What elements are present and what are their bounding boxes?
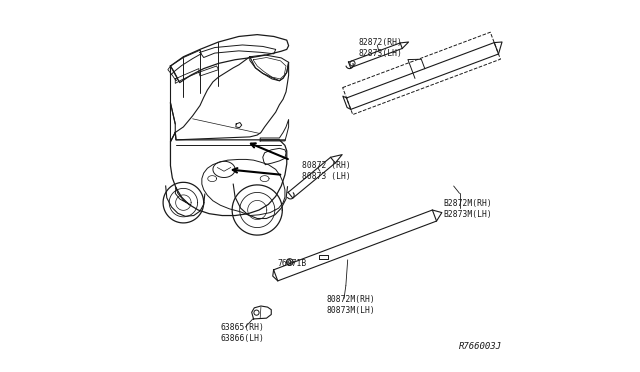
Text: 63865(RH)
63866(LH): 63865(RH) 63866(LH) — [220, 323, 264, 343]
Text: R766003J: R766003J — [458, 342, 502, 351]
Text: B2872M(RH)
B2873M(LH): B2872M(RH) B2873M(LH) — [443, 199, 492, 219]
Text: 80872M(RH)
80873M(LH): 80872M(RH) 80873M(LH) — [326, 295, 376, 315]
Text: 76071B: 76071B — [278, 259, 307, 268]
Text: 82872(RH)
82873(LH): 82872(RH) 82873(LH) — [359, 38, 403, 58]
Text: 80872 (RH)
80873 (LH): 80872 (RH) 80873 (LH) — [302, 161, 351, 181]
